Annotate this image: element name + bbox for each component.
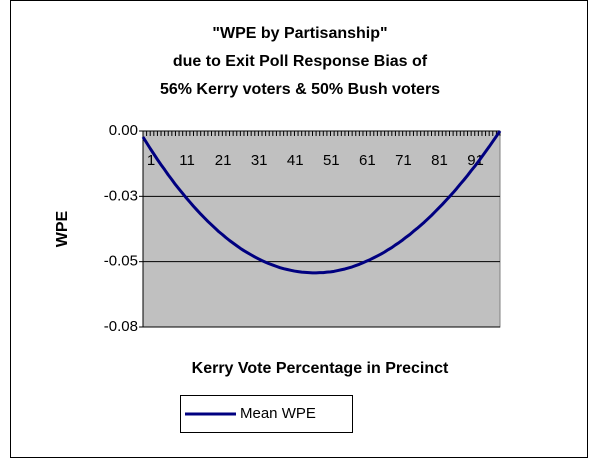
x-axis-title: Kerry Vote Percentage in Precinct (192, 360, 449, 377)
x-tick-label: 81 (431, 152, 448, 169)
plot-area (142, 130, 501, 328)
x-tick-label: 11 (179, 152, 195, 169)
x-tick-label: 21 (215, 152, 232, 169)
data-line (141, 130, 502, 275)
y-tick-label: 0.00 (109, 122, 138, 139)
y-tick-label: -0.08 (104, 318, 138, 335)
y-tick-label: -0.05 (104, 253, 138, 270)
chart-title: "WPE by Partisanship" (212, 25, 387, 42)
x-tick-label: 91 (467, 152, 484, 169)
y-axis-title: WPE (54, 210, 71, 247)
chart-title: due to Exit Poll Response Bias of (173, 53, 428, 70)
legend-label: Mean WPE (240, 405, 316, 422)
x-tick-label: 1 (147, 152, 155, 169)
chart-title: 56% Kerry voters & 50% Bush voters (160, 81, 440, 98)
x-tick-label: 31 (251, 152, 268, 169)
y-tick-label: -0.03 (104, 187, 138, 204)
x-tick-label: 51 (323, 152, 340, 169)
x-tick-label: 61 (359, 152, 376, 169)
x-tick-label: 41 (287, 152, 304, 169)
x-tick-label: 71 (395, 152, 412, 169)
